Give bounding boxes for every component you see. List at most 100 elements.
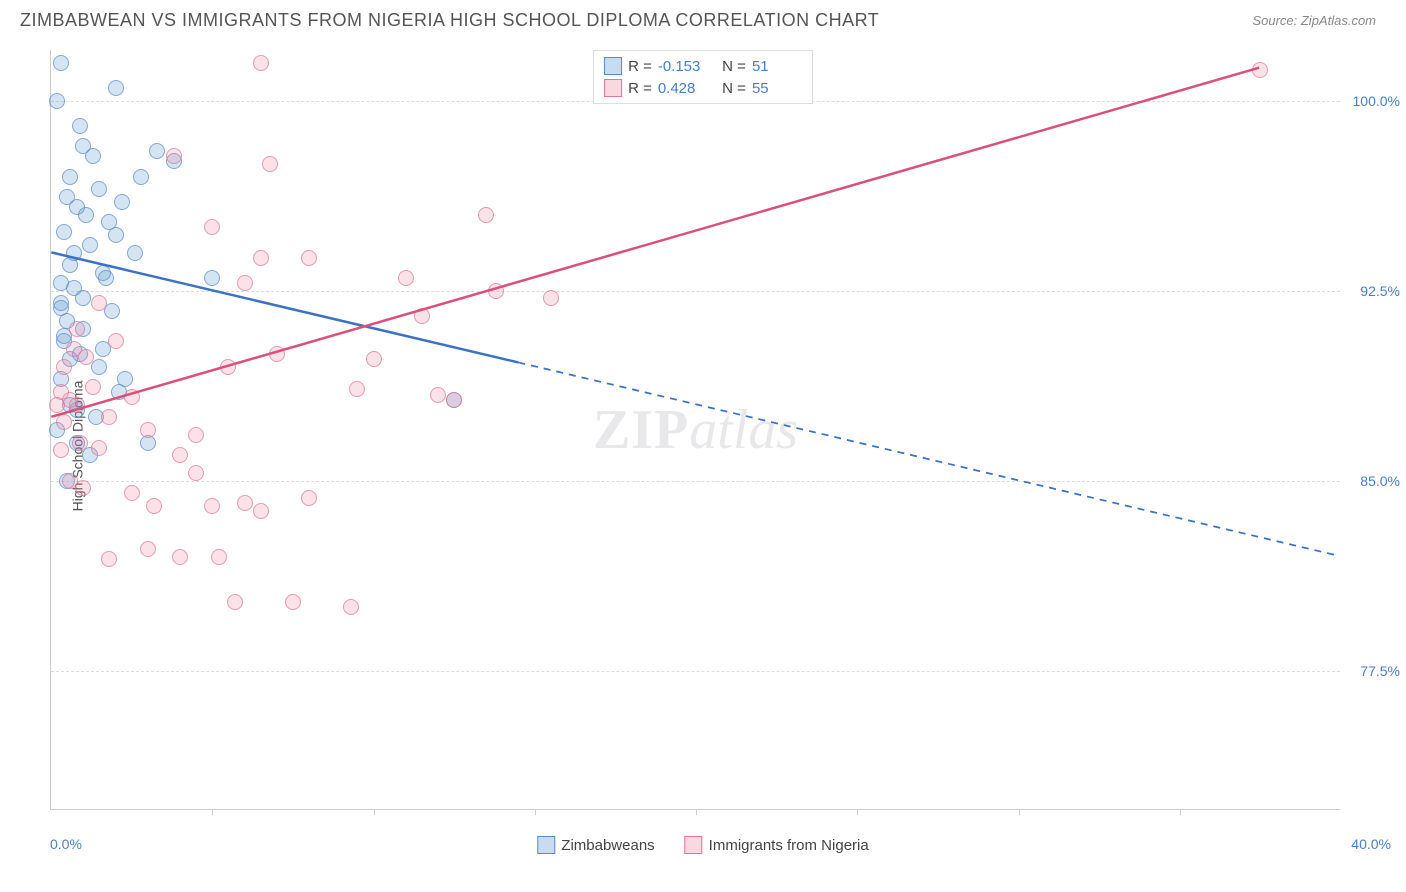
series-legend: Zimbabweans Immigrants from Nigeria bbox=[537, 836, 868, 854]
scatter-point bbox=[108, 227, 124, 243]
scatter-point bbox=[117, 371, 133, 387]
scatter-point bbox=[56, 224, 72, 240]
legend-r-value: 0.428 bbox=[658, 80, 708, 97]
legend-series-name: Zimbabweans bbox=[561, 837, 654, 854]
y-tick-label: 100.0% bbox=[1345, 93, 1400, 109]
legend-swatch bbox=[537, 836, 555, 854]
scatter-point bbox=[56, 359, 72, 375]
legend-row: R = -0.153 N = 51 bbox=[604, 55, 802, 77]
x-tick bbox=[857, 809, 858, 815]
scatter-point bbox=[253, 503, 269, 519]
legend-series-item: Immigrants from Nigeria bbox=[685, 836, 869, 854]
x-tick bbox=[374, 809, 375, 815]
scatter-point bbox=[53, 55, 69, 71]
scatter-point bbox=[114, 194, 130, 210]
scatter-point bbox=[66, 280, 82, 296]
scatter-point bbox=[414, 308, 430, 324]
watermark: ZIPatlas bbox=[593, 398, 798, 462]
scatter-point bbox=[285, 594, 301, 610]
legend-n-prefix: N = bbox=[714, 80, 746, 97]
scatter-point bbox=[108, 80, 124, 96]
scatter-point bbox=[227, 594, 243, 610]
scatter-point bbox=[253, 250, 269, 266]
watermark-zip: ZIP bbox=[593, 399, 689, 461]
scatter-point bbox=[108, 333, 124, 349]
scatter-point bbox=[98, 270, 114, 286]
chart-title: ZIMBABWEAN VS IMMIGRANTS FROM NIGERIA HI… bbox=[20, 10, 879, 31]
scatter-point bbox=[91, 359, 107, 375]
x-tick bbox=[1180, 809, 1181, 815]
scatter-point bbox=[69, 397, 85, 413]
scatter-point bbox=[59, 189, 75, 205]
x-tick bbox=[212, 809, 213, 815]
scatter-point bbox=[488, 283, 504, 299]
y-tick-label: 85.0% bbox=[1345, 473, 1400, 489]
scatter-point bbox=[53, 300, 69, 316]
plot-area: ZIPatlas 77.5%85.0%92.5%100.0% bbox=[50, 50, 1340, 810]
scatter-point bbox=[91, 295, 107, 311]
scatter-point bbox=[69, 321, 85, 337]
scatter-point bbox=[85, 379, 101, 395]
scatter-point bbox=[211, 549, 227, 565]
scatter-point bbox=[127, 245, 143, 261]
scatter-point bbox=[430, 387, 446, 403]
scatter-point bbox=[91, 440, 107, 456]
trend-line-dashed bbox=[518, 362, 1339, 556]
scatter-point bbox=[237, 495, 253, 511]
legend-series-name: Immigrants from Nigeria bbox=[709, 837, 869, 854]
legend-n-value: 51 bbox=[752, 58, 802, 75]
scatter-point bbox=[172, 549, 188, 565]
scatter-point bbox=[62, 169, 78, 185]
scatter-point bbox=[101, 551, 117, 567]
watermark-atlas: atlas bbox=[689, 399, 798, 461]
x-axis-max-label: 40.0% bbox=[1351, 836, 1391, 852]
x-tick bbox=[696, 809, 697, 815]
scatter-point bbox=[91, 181, 107, 197]
scatter-point bbox=[343, 599, 359, 615]
legend-swatch bbox=[604, 79, 622, 97]
scatter-point bbox=[262, 156, 278, 172]
scatter-point bbox=[172, 447, 188, 463]
gridline bbox=[51, 671, 1340, 672]
y-tick-label: 92.5% bbox=[1345, 283, 1400, 299]
scatter-point bbox=[75, 480, 91, 496]
x-axis-min-label: 0.0% bbox=[50, 836, 82, 852]
scatter-point bbox=[188, 465, 204, 481]
trendlines-layer bbox=[51, 50, 1340, 809]
source-attribution: Source: ZipAtlas.com bbox=[1252, 13, 1376, 28]
scatter-point bbox=[1252, 62, 1268, 78]
scatter-point bbox=[269, 346, 285, 362]
scatter-point bbox=[188, 427, 204, 443]
scatter-point bbox=[204, 498, 220, 514]
scatter-point bbox=[49, 93, 65, 109]
scatter-point bbox=[133, 169, 149, 185]
scatter-point bbox=[140, 422, 156, 438]
legend-series-item: Zimbabweans bbox=[537, 836, 654, 854]
correlation-legend: R = -0.153 N = 51 R = 0.428 N = 55 bbox=[593, 50, 813, 104]
scatter-point bbox=[478, 207, 494, 223]
scatter-point bbox=[53, 442, 69, 458]
scatter-point bbox=[101, 409, 117, 425]
scatter-point bbox=[78, 207, 94, 223]
scatter-point bbox=[446, 392, 462, 408]
x-tick bbox=[535, 809, 536, 815]
legend-n-prefix: N = bbox=[714, 58, 746, 75]
scatter-point bbox=[78, 349, 94, 365]
scatter-point bbox=[124, 389, 140, 405]
scatter-point bbox=[301, 490, 317, 506]
legend-row: R = 0.428 N = 55 bbox=[604, 77, 802, 99]
scatter-point bbox=[349, 381, 365, 397]
scatter-point bbox=[253, 55, 269, 71]
y-tick-label: 77.5% bbox=[1345, 663, 1400, 679]
legend-swatch bbox=[685, 836, 703, 854]
scatter-point bbox=[220, 359, 236, 375]
scatter-point bbox=[149, 143, 165, 159]
scatter-point bbox=[166, 148, 182, 164]
scatter-point bbox=[366, 351, 382, 367]
scatter-point bbox=[140, 541, 156, 557]
scatter-point bbox=[124, 485, 140, 501]
scatter-point bbox=[204, 219, 220, 235]
scatter-point bbox=[146, 498, 162, 514]
scatter-point bbox=[49, 397, 65, 413]
scatter-point bbox=[204, 270, 220, 286]
